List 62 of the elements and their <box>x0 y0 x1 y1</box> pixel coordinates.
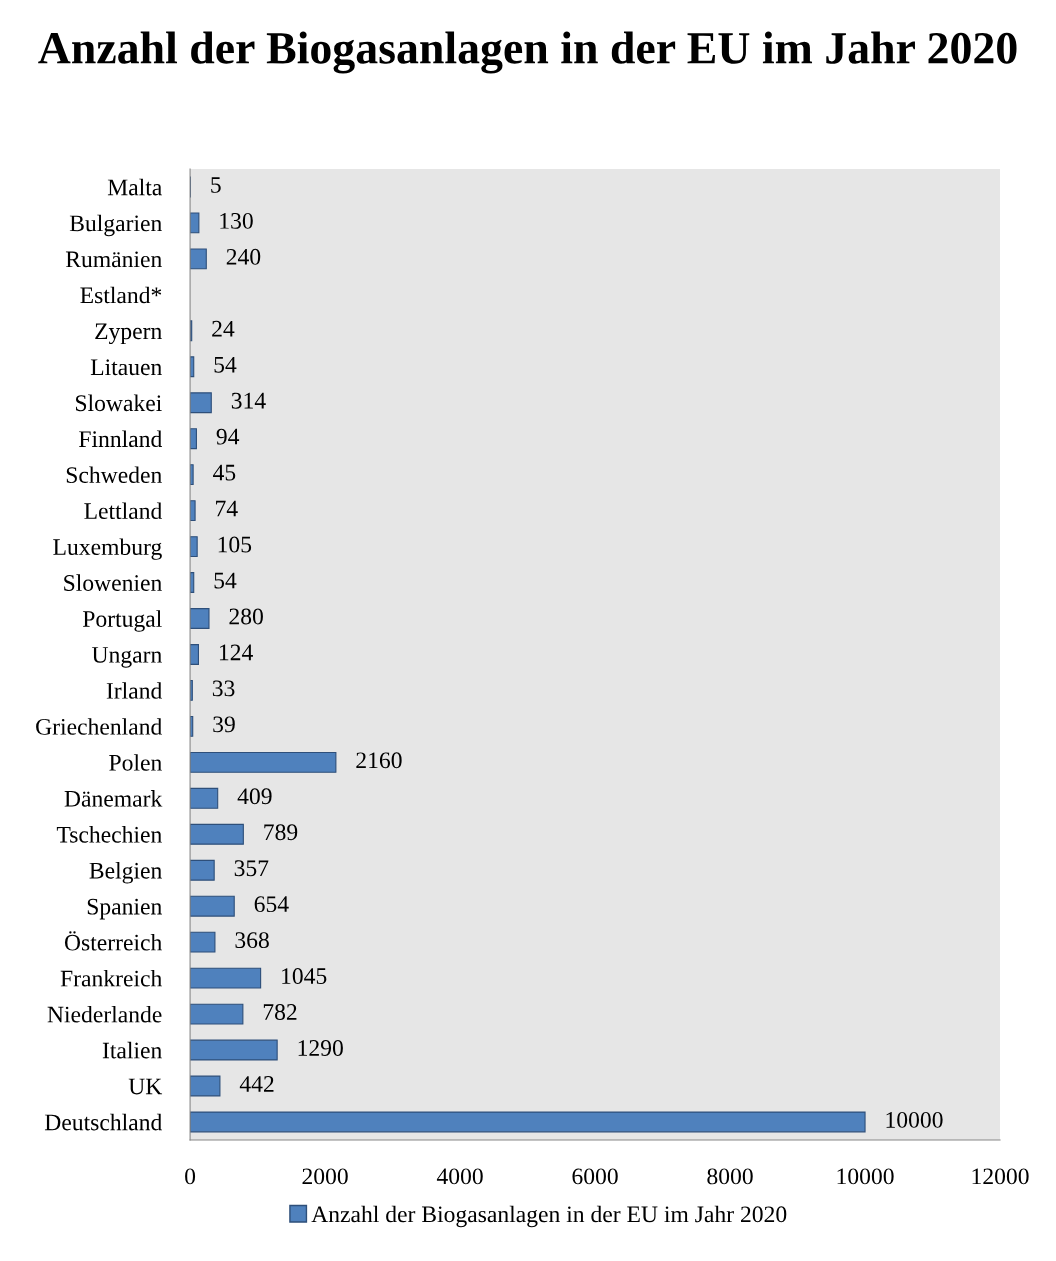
x-tick-label: 6000 <box>572 1168 618 1185</box>
y-tick-label: Irland <box>106 682 163 699</box>
y-tick-label: Estland* <box>80 286 162 304</box>
y-tick-label: Tschechien <box>56 826 162 843</box>
data-label: 54 <box>214 356 237 373</box>
chart-title: Anzahl der Biogasanlagen in der EU im Jahr 2020 <box>38 31 1017 74</box>
x-tick-label: 12000 <box>972 1168 1029 1185</box>
y-tick-label: Finnland <box>79 430 163 448</box>
y-tick-label: Ungarn <box>91 647 162 668</box>
y-tick-label: Slowakei <box>76 394 162 412</box>
y-tick-label: Schweden <box>66 466 162 484</box>
y-tick-label: Spanien <box>87 898 162 920</box>
data-label: 105 <box>218 536 252 553</box>
data-label: 5 <box>211 177 221 193</box>
y-tick-label: Deutschland <box>44 1113 163 1131</box>
data-label: 442 <box>239 1076 274 1092</box>
y-tick-label: Bulgarien <box>69 214 162 237</box>
data-label: 240 <box>226 248 261 265</box>
y-tick-label: Rumänien <box>65 251 162 268</box>
legend-label: Anzahl der Biogasanlagen in der EU im Jahr 2020 <box>311 1205 787 1228</box>
y-tick-label: Portugal <box>82 610 162 632</box>
data-label: 368 <box>235 932 269 949</box>
y-tick-label: Österreich <box>64 931 162 951</box>
y-tick-label: Italien <box>102 1041 162 1059</box>
y-tick-label: Dänemark <box>64 790 163 807</box>
data-label: 1290 <box>298 1040 343 1056</box>
data-label: 2160 <box>356 752 402 769</box>
data-label: 782 <box>263 1004 297 1020</box>
x-tick-label: 4000 <box>436 1168 483 1185</box>
data-label: 130 <box>220 212 253 229</box>
data-label: 54 <box>214 572 237 589</box>
data-label: 74 <box>216 500 238 517</box>
data-label: 357 <box>234 860 269 877</box>
data-label: 124 <box>219 644 253 661</box>
y-tick-label: Niederlande <box>47 1005 162 1023</box>
data-label: 33 <box>212 680 235 697</box>
y-tick-label: Slowenien <box>64 574 162 591</box>
y-tick-label: Belgien <box>89 862 162 884</box>
data-label: 24 <box>212 320 235 337</box>
data-label: 314 <box>231 392 266 409</box>
data-label: 654 <box>254 896 289 913</box>
y-tick-label: Litauen <box>90 359 162 376</box>
data-label: 10000 <box>886 1111 943 1128</box>
x-tick-label: 8000 <box>707 1168 753 1185</box>
y-tick-label: Malta <box>107 178 162 196</box>
y-tick-label: UK <box>128 1078 163 1095</box>
y-tick-label: Lettland <box>84 502 163 520</box>
data-label: 39 <box>213 716 235 733</box>
y-tick-label: Zypern <box>95 323 162 345</box>
y-tick-label: Frankreich <box>60 969 162 987</box>
data-label: 1045 <box>282 968 327 985</box>
data-label: 94 <box>216 428 240 445</box>
x-tick-label: 2000 <box>302 1168 348 1185</box>
x-tick-label: 0 <box>185 1168 196 1185</box>
y-tick-label: Polen <box>109 754 162 771</box>
data-label: 280 <box>229 608 263 625</box>
y-tick-label: Griechenland <box>36 718 163 735</box>
y-tick-label: Luxemburg <box>53 538 162 560</box>
data-label: 45 <box>213 464 236 481</box>
data-label: 409 <box>237 788 272 805</box>
data-label: 789 <box>264 824 298 841</box>
x-tick-label: 10000 <box>837 1168 894 1185</box>
